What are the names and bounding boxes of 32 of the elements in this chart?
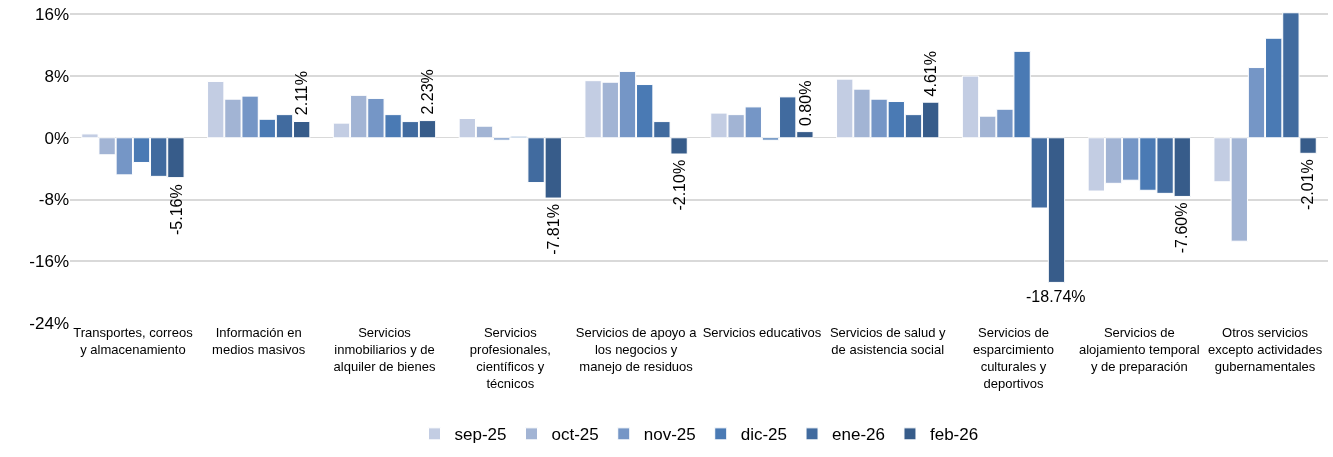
data-label: -7.60% — [1173, 202, 1191, 254]
y-tick-label: -16% — [29, 252, 69, 272]
data-label: -7.81% — [544, 204, 562, 255]
y-tick-label: -8% — [38, 190, 69, 210]
data-label: -5.16% — [167, 184, 185, 235]
x-tick-label: Servicios profesionales, científicos y técnicos — [469, 325, 551, 391]
y-tick-label: -24% — [29, 313, 69, 333]
legend-label: sep-25 — [454, 425, 507, 445]
x-tick-label: Transportes, correos y almacenamiento — [73, 325, 194, 357]
data-label: -2.10% — [670, 159, 688, 211]
data-label: 2.11% — [293, 71, 311, 116]
legend-label: feb-26 — [929, 425, 979, 445]
x-tick-label: Servicios de apoyo a los negocios y manejo de residuos — [575, 325, 698, 374]
x-tick-label: Servicios de alojamiento temporal y de preparación — [1078, 325, 1200, 374]
legend-label: oct-25 — [551, 425, 599, 445]
x-tick-label: Otros servicios excepto actividades gubernamentales — [1208, 325, 1323, 374]
data-label: 4.61% — [921, 51, 939, 97]
x-tick-label: Servicios de esparcimiento culturales y deportivos — [973, 325, 1054, 391]
y-tick-label: 16% — [34, 5, 69, 25]
x-tick-label: Servicios de salud y de asistencia social — [829, 325, 946, 357]
x-tick-label: Servicios educativos — [702, 325, 822, 340]
x-tick-label: Servicios inmobiliarios y de alquiler de bienes — [333, 325, 436, 374]
legend-label: nov-25 — [643, 425, 696, 445]
data-label: 2.23% — [419, 69, 437, 115]
legend-label: ene-26 — [832, 425, 885, 445]
x-tick-label: Información en medios masivos — [212, 325, 306, 357]
data-label: -18.74% — [1026, 288, 1086, 305]
legend-label: dic-25 — [740, 425, 788, 445]
y-tick-label: 8% — [44, 67, 69, 86]
y-tick-label: 0% — [44, 128, 69, 148]
data-label: -2.01% — [1299, 159, 1317, 210]
data-label: 0.80% — [796, 80, 814, 126]
